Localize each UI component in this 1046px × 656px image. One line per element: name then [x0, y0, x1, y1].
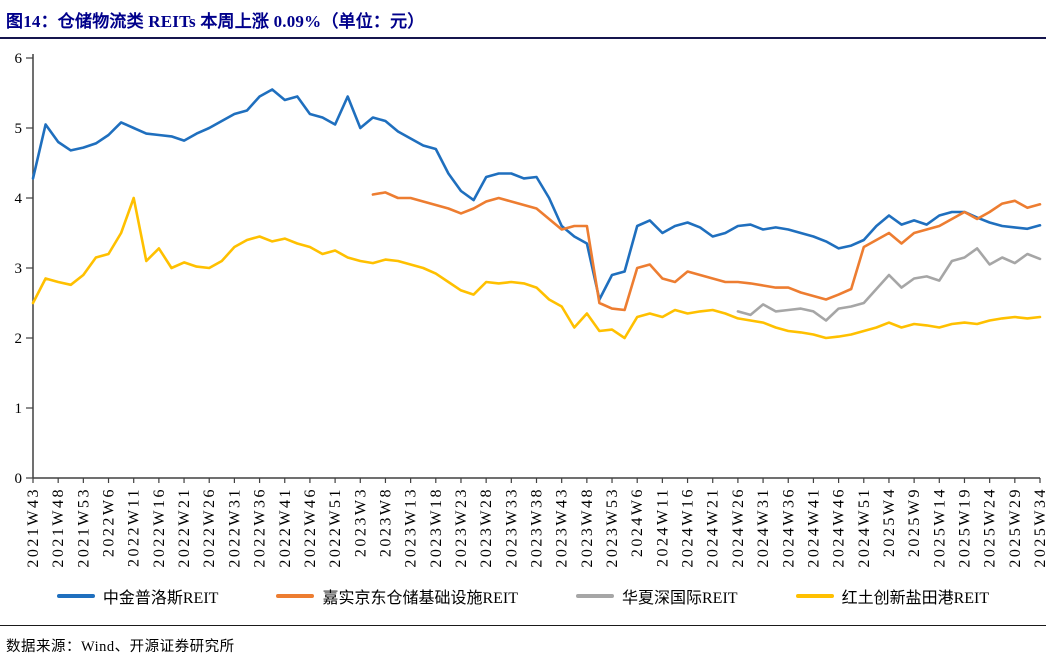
- price-chart: 0 1 2 3 4 5 6 2021W43 2021W48 2021W53 2022W6 2022W1…: [0, 40, 1046, 577]
- legend-swatch-3: [795, 594, 834, 598]
- x-tick-label: 2023W48: [579, 487, 596, 568]
- legend-label-1: 嘉实京东仓储基础设施REIT: [322, 590, 518, 607]
- x-tick-label: 2023W28: [478, 487, 495, 568]
- legend-swatch-1: [276, 594, 315, 598]
- legend-label-0: 中金普洛斯REIT: [102, 590, 219, 607]
- x-tick-label: 2022W36: [252, 487, 269, 568]
- series-line-2: [736, 247, 1042, 322]
- x-tick-label: 2025W4: [881, 487, 898, 557]
- x-tick-label: 2025W19: [956, 487, 973, 568]
- x-tick-label: 2025W24: [982, 487, 999, 568]
- data-source-note: 数据来源：Wind、开源证券研究所: [6, 639, 235, 655]
- legend-swatch-0: [56, 594, 95, 598]
- legend-item-3: 红土创新盐田港REIT: [795, 584, 990, 608]
- x-tick-label: 2022W6: [101, 487, 118, 557]
- x-tick-label: 2023W13: [403, 487, 420, 568]
- x-tick-label: 2021W43: [25, 487, 42, 568]
- figure-title: 图14：仓储物流类 REITs 本周上涨 0.09%（单位：元）: [6, 12, 425, 31]
- x-tick-label: 2023W43: [554, 487, 571, 568]
- x-tick-label: 2024W11: [654, 487, 671, 567]
- x-tick-label: 2022W11: [126, 487, 143, 567]
- x-tick-label: 2024W46: [831, 487, 848, 568]
- x-tick-label: 2023W33: [503, 487, 520, 568]
- legend-swatch-2: [576, 594, 614, 598]
- x-tick-label: 2022W21: [176, 487, 193, 568]
- line-chart-canvas: 0 1 2 3 4 5 6 2021W43 2021W48 2021W53 2022W6 2022W1…: [15, 51, 1046, 568]
- x-tick-label: 2024W6: [629, 487, 646, 557]
- x-tick-label: 2024W51: [856, 487, 873, 568]
- y-tick-label: 1: [15, 401, 23, 417]
- x-tick-label: 2024W36: [780, 487, 797, 568]
- x-tick-label: 2024W41: [805, 487, 822, 568]
- legend-item-1: 嘉实京东仓储基础设施REIT: [276, 584, 518, 608]
- y-tick-label: 5: [15, 121, 23, 137]
- y-tick-label: 6: [15, 51, 23, 67]
- x-tick-label: 2021W53: [75, 487, 92, 568]
- x-tick-label: 2023W18: [428, 487, 445, 568]
- x-tick-label: 2024W21: [705, 487, 722, 568]
- x-tick-label: 2023W23: [453, 487, 470, 568]
- x-tick-label: 2025W29: [1007, 487, 1024, 568]
- x-tick-label: 2021W48: [50, 487, 67, 568]
- x-tick-label: 2022W16: [151, 487, 168, 568]
- x-tick-label: 2022W46: [302, 487, 319, 568]
- y-tick-label: 3: [15, 261, 23, 277]
- legend-item-2: 华夏深国际REIT: [576, 584, 738, 608]
- x-tick-label: 2025W9: [906, 487, 923, 557]
- legend-label-3: 红土创新盐田港REIT: [841, 590, 990, 607]
- x-tick-label: 2025W34: [1032, 487, 1046, 568]
- y-tick-label: 0: [15, 471, 23, 487]
- x-tick-label: 2023W8: [377, 487, 394, 557]
- x-tick-label: 2025W14: [931, 487, 948, 568]
- x-tick-label: 2022W51: [327, 487, 344, 568]
- figure-title-row: 图14：仓储物流类 REITs 本周上涨 0.09%（单位：元）: [0, 0, 1046, 39]
- x-tick-label: 2024W16: [680, 487, 697, 568]
- x-tick-label: 2024W31: [755, 487, 772, 568]
- legend-item-0: 中金普洛斯REIT: [56, 584, 219, 608]
- legend-label-2: 华夏深国际REIT: [622, 590, 738, 607]
- x-tick-label: 2023W38: [529, 487, 546, 568]
- y-tick-label: 2: [15, 331, 23, 347]
- series-line-0: [31, 88, 1042, 301]
- figure-footer: 数据来源：Wind、开源证券研究所: [0, 625, 1046, 656]
- series-line-1: [371, 191, 1042, 312]
- series-line-3: [31, 196, 1042, 340]
- x-tick-label: 2023W53: [604, 487, 621, 568]
- y-tick-label: 4: [15, 191, 23, 207]
- x-tick-label: 2022W26: [201, 487, 218, 568]
- x-tick-label: 2022W31: [226, 487, 243, 568]
- x-tick-label: 2024W26: [730, 487, 747, 568]
- x-tick-label: 2023W3: [352, 487, 369, 557]
- x-tick-label: 2022W41: [277, 487, 294, 568]
- chart-legend: 中金普洛斯REIT 嘉实京东仓储基础设施REIT 华夏深国际REIT 红土创新盐田港R…: [0, 583, 1046, 609]
